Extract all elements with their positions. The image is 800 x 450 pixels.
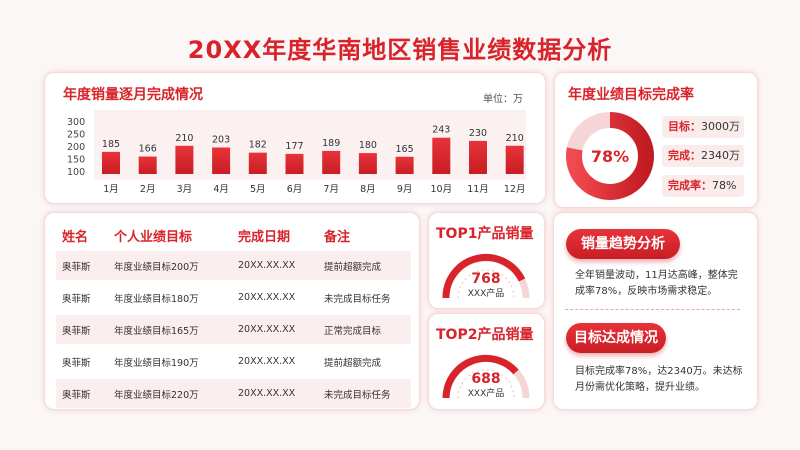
top1-title: TOP1产品销量 [436,226,534,242]
col-date: 完成日期 [232,222,318,251]
x-tick-label: 10月 [431,184,453,195]
y-tick-label: 200 [67,142,85,153]
bar-value-label: 210 [175,133,193,144]
top2-label: XXX产品 [468,387,505,399]
bar-value-label: 210 [506,133,524,144]
table-row: 奥菲斯 年度业绩目标200万 20XX.XX.XX 提前超额完成 [56,248,411,282]
completion-donut: 78% [566,112,654,200]
table-row: 奥菲斯 年度业绩目标180万 20XX.XX.XX 未完成目标任务 [56,280,411,314]
bar-2月 [138,156,157,174]
page-title: 20XX年度华南地区销售业绩数据分析 [187,36,613,64]
performance-table: 姓名 个人业绩目标 完成日期 备注 奥菲斯 年度业绩目标200万 20XX.XX.X… [56,222,411,408]
target-item-done: 完成：2340万 [662,145,744,167]
bar-value-label: 230 [469,128,487,139]
bar-9月 [395,156,414,174]
top1-gauge-ticks [457,269,515,299]
y-tick-label: 300 [67,117,85,128]
trend-analysis-heading: 销量趋势分析 [566,229,680,259]
top1-label: XXX产品 [468,287,505,299]
x-tick-label: 6月 [287,184,303,195]
target-item-rate: 完成率：78% [662,175,744,197]
analysis-divider [565,309,740,310]
bar-value-label: 182 [249,140,267,151]
monthly-chart-title: 年度销量逐月完成情况 [63,87,203,103]
bar-12月 [505,145,524,174]
bar-11月 [469,140,487,174]
top2-gauge-fill [442,354,519,399]
x-tick-label: 11月 [467,184,489,195]
y-tick-label: 100 [67,167,85,178]
bar-5月 [248,152,267,174]
donut-center [583,129,637,183]
bar-value-label: 177 [285,141,303,152]
donut-arc [566,112,654,200]
bar-7月 [322,150,341,174]
bar-6月 [285,153,304,174]
col-target: 个人业绩目标 [108,222,232,251]
x-tick-label: 2月 [140,184,156,195]
bar-value-label: 185 [102,139,120,150]
bar-1月 [102,151,120,174]
x-tick-label: 9月 [397,184,413,195]
goal-status-text: 目标完成率78%，达2340万。未达标月份需优化策略，提升业绩。 [575,366,743,393]
bar-value-label: 180 [359,140,377,151]
chart-plot-area [94,110,526,180]
col-note: 备注 [318,222,411,251]
goal-status-heading: 目标达成情况 [566,323,666,353]
donut-rate-text: 78% [591,147,629,166]
table-row: 奥菲斯 年度业绩目标190万 20XX.XX.XX 提前超额完成 [56,344,411,378]
y-tick-label: 250 [67,130,85,141]
top2-title: TOP2产品销量 [436,327,534,343]
x-tick-label: 3月 [177,184,193,195]
x-tick-label: 12月 [504,184,526,195]
col-name: 姓名 [56,222,108,251]
bar-value-label: 203 [212,134,230,145]
x-tick-label: 4月 [213,184,229,195]
table-row: 奥菲斯 年度业绩目标220万 20XX.XX.XX 未完成目标任务 [56,376,411,408]
bar-value-label: 243 [432,125,450,136]
top1-gauge-fill [442,253,526,299]
top2-gauge: 688 XXX产品 [442,354,530,399]
target-item-goal: 目标：3000万 [662,116,744,138]
table-header: 姓名 个人业绩目标 完成日期 备注 [56,222,411,251]
bar-4月 [212,147,231,174]
bar-3月 [175,145,194,174]
bar-value-label: 165 [396,144,414,155]
table-row: 奥菲斯 年度业绩目标165万 20XX.XX.XX 正常完成目标 [56,312,411,346]
trend-analysis-text: 全年销量波动，11月达高峰，整体完成率78%，反映市场需求稳定。 [575,270,738,297]
top1-value: 768 [471,271,500,287]
bar-10月 [432,137,451,174]
x-tick-label: 8月 [360,184,376,195]
unit-label: 单位：万 [483,94,523,105]
target-title: 年度业绩目标完成率 [568,87,694,103]
bar-8月 [358,153,377,174]
top1-gauge: 768 XXX产品 [442,253,530,299]
x-tick-label: 7月 [323,184,339,195]
bar-value-label: 166 [139,144,157,155]
y-tick-label: 150 [67,155,85,166]
top2-gauge-ticks [457,369,515,399]
x-tick-label: 5月 [250,184,266,195]
x-tick-label: 1月 [103,184,119,195]
bar-value-label: 189 [322,138,340,149]
top2-value: 688 [471,371,500,387]
